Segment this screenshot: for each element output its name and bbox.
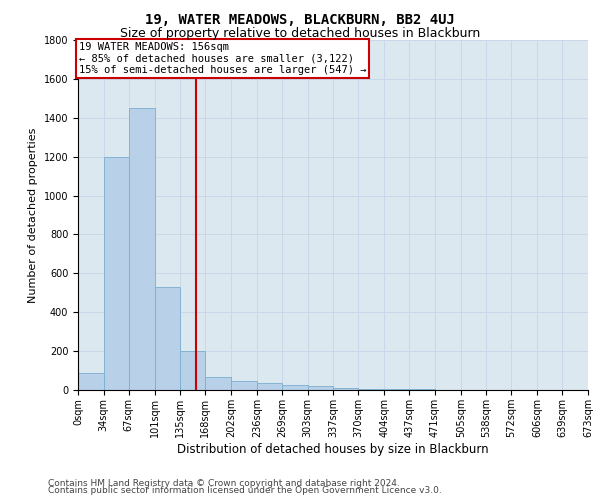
Bar [384, 389, 409, 390]
Y-axis label: Number of detached properties: Number of detached properties [28, 128, 38, 302]
Text: Contains public sector information licensed under the Open Government Licence v3: Contains public sector information licen… [48, 486, 442, 495]
Text: Size of property relative to detached houses in Blackburn: Size of property relative to detached ho… [120, 28, 480, 40]
Bar [308, 386, 334, 390]
Text: Contains HM Land Registry data © Crown copyright and database right 2024.: Contains HM Land Registry data © Crown c… [48, 478, 400, 488]
Text: 19, WATER MEADOWS, BLACKBURN, BB2 4UJ: 19, WATER MEADOWS, BLACKBURN, BB2 4UJ [145, 12, 455, 26]
Bar [155, 287, 181, 390]
Bar [78, 372, 104, 390]
Text: 19 WATER MEADOWS: 156sqm
← 85% of detached houses are smaller (3,122)
15% of sem: 19 WATER MEADOWS: 156sqm ← 85% of detach… [79, 42, 366, 75]
Bar [358, 389, 384, 390]
Bar [181, 351, 205, 390]
Bar [231, 381, 257, 390]
Bar [129, 108, 155, 390]
Bar [257, 383, 282, 390]
Bar [205, 378, 231, 390]
Text: Distribution of detached houses by size in Blackburn: Distribution of detached houses by size … [177, 442, 489, 456]
Bar [334, 388, 358, 390]
Bar [104, 156, 129, 390]
Bar [282, 385, 308, 390]
